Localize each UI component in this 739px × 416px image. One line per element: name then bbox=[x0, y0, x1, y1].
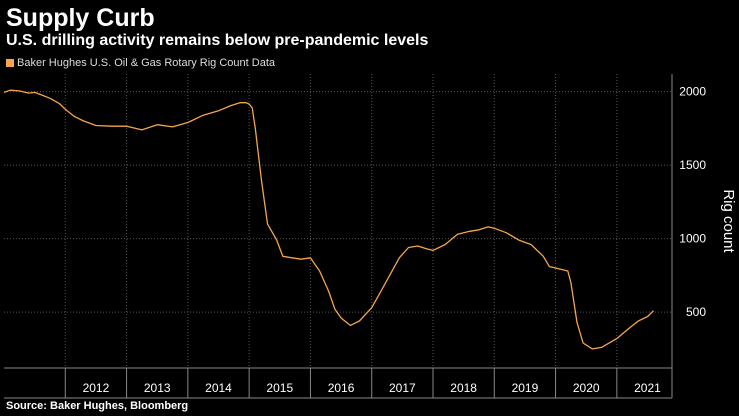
x-tick-label: 2021 bbox=[634, 381, 661, 395]
y-tick-label: 2000 bbox=[679, 85, 706, 99]
x-tick-label: 2017 bbox=[389, 381, 416, 395]
series-layer bbox=[3, 89, 655, 350]
x-tick-label: 2013 bbox=[144, 381, 171, 395]
x-tick-label: 2019 bbox=[512, 381, 539, 395]
x-tick-label: 2020 bbox=[573, 381, 600, 395]
axes bbox=[4, 74, 673, 399]
y-axis-label: Rig count bbox=[720, 189, 737, 253]
y-tick-label: 1000 bbox=[679, 232, 706, 246]
tick-labels: 500 1000 1500 2000 2012 2013 2014 2015 2016 2017 2… bbox=[83, 85, 737, 395]
source-note: Source: Baker Hughes, Bloomberg bbox=[6, 400, 189, 412]
chart-title: Supply Curb bbox=[6, 4, 155, 32]
legend: Baker Hughes U.S. Oil & Gas Rotary Rig C… bbox=[6, 57, 275, 69]
x-tick-label: 2018 bbox=[450, 381, 477, 395]
chart-subtitle: U.S. drilling activity remains below pre… bbox=[6, 32, 429, 49]
y-tick-label: 500 bbox=[686, 305, 706, 319]
legend-swatch bbox=[6, 59, 14, 67]
x-tick-label: 2012 bbox=[83, 381, 110, 395]
x-tick-label: 2015 bbox=[266, 381, 293, 395]
y-tick-label: 1500 bbox=[679, 158, 706, 172]
series-line-0 bbox=[3, 89, 655, 350]
legend-label: Baker Hughes U.S. Oil & Gas Rotary Rig C… bbox=[17, 57, 275, 69]
x-tick-label: 2016 bbox=[328, 381, 355, 395]
grid bbox=[4, 74, 672, 368]
x-tick-label: 2014 bbox=[205, 381, 232, 395]
